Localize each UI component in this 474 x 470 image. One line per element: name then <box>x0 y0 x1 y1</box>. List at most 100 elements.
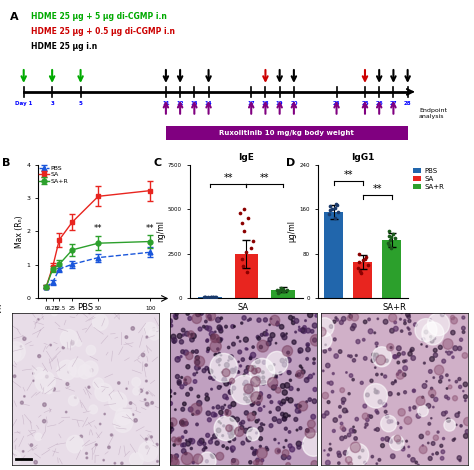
Bar <box>235 254 258 298</box>
Circle shape <box>282 335 287 340</box>
Circle shape <box>347 355 349 357</box>
Point <box>332 200 340 207</box>
Circle shape <box>294 417 298 422</box>
Circle shape <box>250 403 254 407</box>
Point <box>238 219 246 227</box>
Circle shape <box>169 423 173 427</box>
Circle shape <box>301 328 307 333</box>
Circle shape <box>411 356 416 360</box>
Circle shape <box>132 377 140 386</box>
Circle shape <box>325 411 329 415</box>
Circle shape <box>146 402 149 406</box>
Circle shape <box>444 419 456 431</box>
Circle shape <box>282 399 286 404</box>
Circle shape <box>309 375 312 378</box>
Circle shape <box>457 456 461 460</box>
Circle shape <box>221 406 224 409</box>
Circle shape <box>248 427 252 431</box>
Circle shape <box>215 331 216 333</box>
Point <box>359 257 367 264</box>
Circle shape <box>387 420 391 423</box>
Circle shape <box>339 320 343 324</box>
Circle shape <box>174 392 176 394</box>
Circle shape <box>419 446 427 454</box>
Circle shape <box>219 327 222 331</box>
Circle shape <box>235 367 237 370</box>
Circle shape <box>411 458 415 462</box>
Circle shape <box>174 438 181 445</box>
Circle shape <box>368 415 370 417</box>
Circle shape <box>296 374 298 376</box>
Circle shape <box>350 442 360 453</box>
Circle shape <box>268 365 273 371</box>
Circle shape <box>255 432 257 434</box>
Circle shape <box>211 334 216 339</box>
Text: C: C <box>153 158 161 168</box>
Circle shape <box>295 404 296 406</box>
Circle shape <box>182 334 184 336</box>
Circle shape <box>348 392 350 395</box>
Circle shape <box>239 365 242 367</box>
Circle shape <box>300 405 301 407</box>
Circle shape <box>206 447 207 449</box>
Circle shape <box>407 315 410 319</box>
Circle shape <box>252 368 257 374</box>
Circle shape <box>392 382 394 385</box>
Circle shape <box>305 428 315 438</box>
Circle shape <box>431 418 432 419</box>
Circle shape <box>301 328 305 333</box>
Circle shape <box>404 391 407 394</box>
Circle shape <box>349 312 350 314</box>
Circle shape <box>219 364 220 366</box>
Circle shape <box>250 427 252 430</box>
Circle shape <box>363 338 365 341</box>
Circle shape <box>340 388 345 392</box>
Circle shape <box>307 377 309 379</box>
Circle shape <box>144 399 146 400</box>
Circle shape <box>301 442 303 444</box>
Circle shape <box>256 460 263 467</box>
Circle shape <box>266 352 288 374</box>
Circle shape <box>235 427 244 437</box>
Circle shape <box>93 378 104 389</box>
Circle shape <box>205 460 208 463</box>
Circle shape <box>231 459 239 466</box>
Circle shape <box>281 412 284 416</box>
Circle shape <box>401 447 405 451</box>
Circle shape <box>459 460 461 462</box>
Circle shape <box>333 320 336 323</box>
Circle shape <box>228 346 230 349</box>
Circle shape <box>210 340 221 352</box>
Circle shape <box>207 347 210 350</box>
Circle shape <box>329 381 333 385</box>
Circle shape <box>184 382 187 385</box>
Circle shape <box>249 357 252 360</box>
Circle shape <box>182 328 185 332</box>
Circle shape <box>171 334 176 339</box>
Circle shape <box>205 367 209 370</box>
Text: 14: 14 <box>205 102 212 107</box>
Circle shape <box>240 425 244 430</box>
Circle shape <box>393 355 396 358</box>
Circle shape <box>95 444 97 446</box>
Circle shape <box>346 456 352 463</box>
Circle shape <box>269 324 270 325</box>
Circle shape <box>368 329 373 334</box>
Circle shape <box>447 397 450 400</box>
Point <box>242 248 249 256</box>
Circle shape <box>323 350 327 353</box>
Circle shape <box>269 424 273 428</box>
Circle shape <box>277 419 282 423</box>
Circle shape <box>220 354 222 356</box>
Circle shape <box>433 348 437 352</box>
Circle shape <box>175 357 180 362</box>
Circle shape <box>287 455 291 459</box>
Circle shape <box>180 420 184 424</box>
Circle shape <box>408 352 412 356</box>
Circle shape <box>408 446 410 447</box>
Circle shape <box>184 431 187 433</box>
Circle shape <box>219 410 223 415</box>
Circle shape <box>295 408 300 413</box>
Circle shape <box>251 392 263 404</box>
Point <box>239 263 246 270</box>
